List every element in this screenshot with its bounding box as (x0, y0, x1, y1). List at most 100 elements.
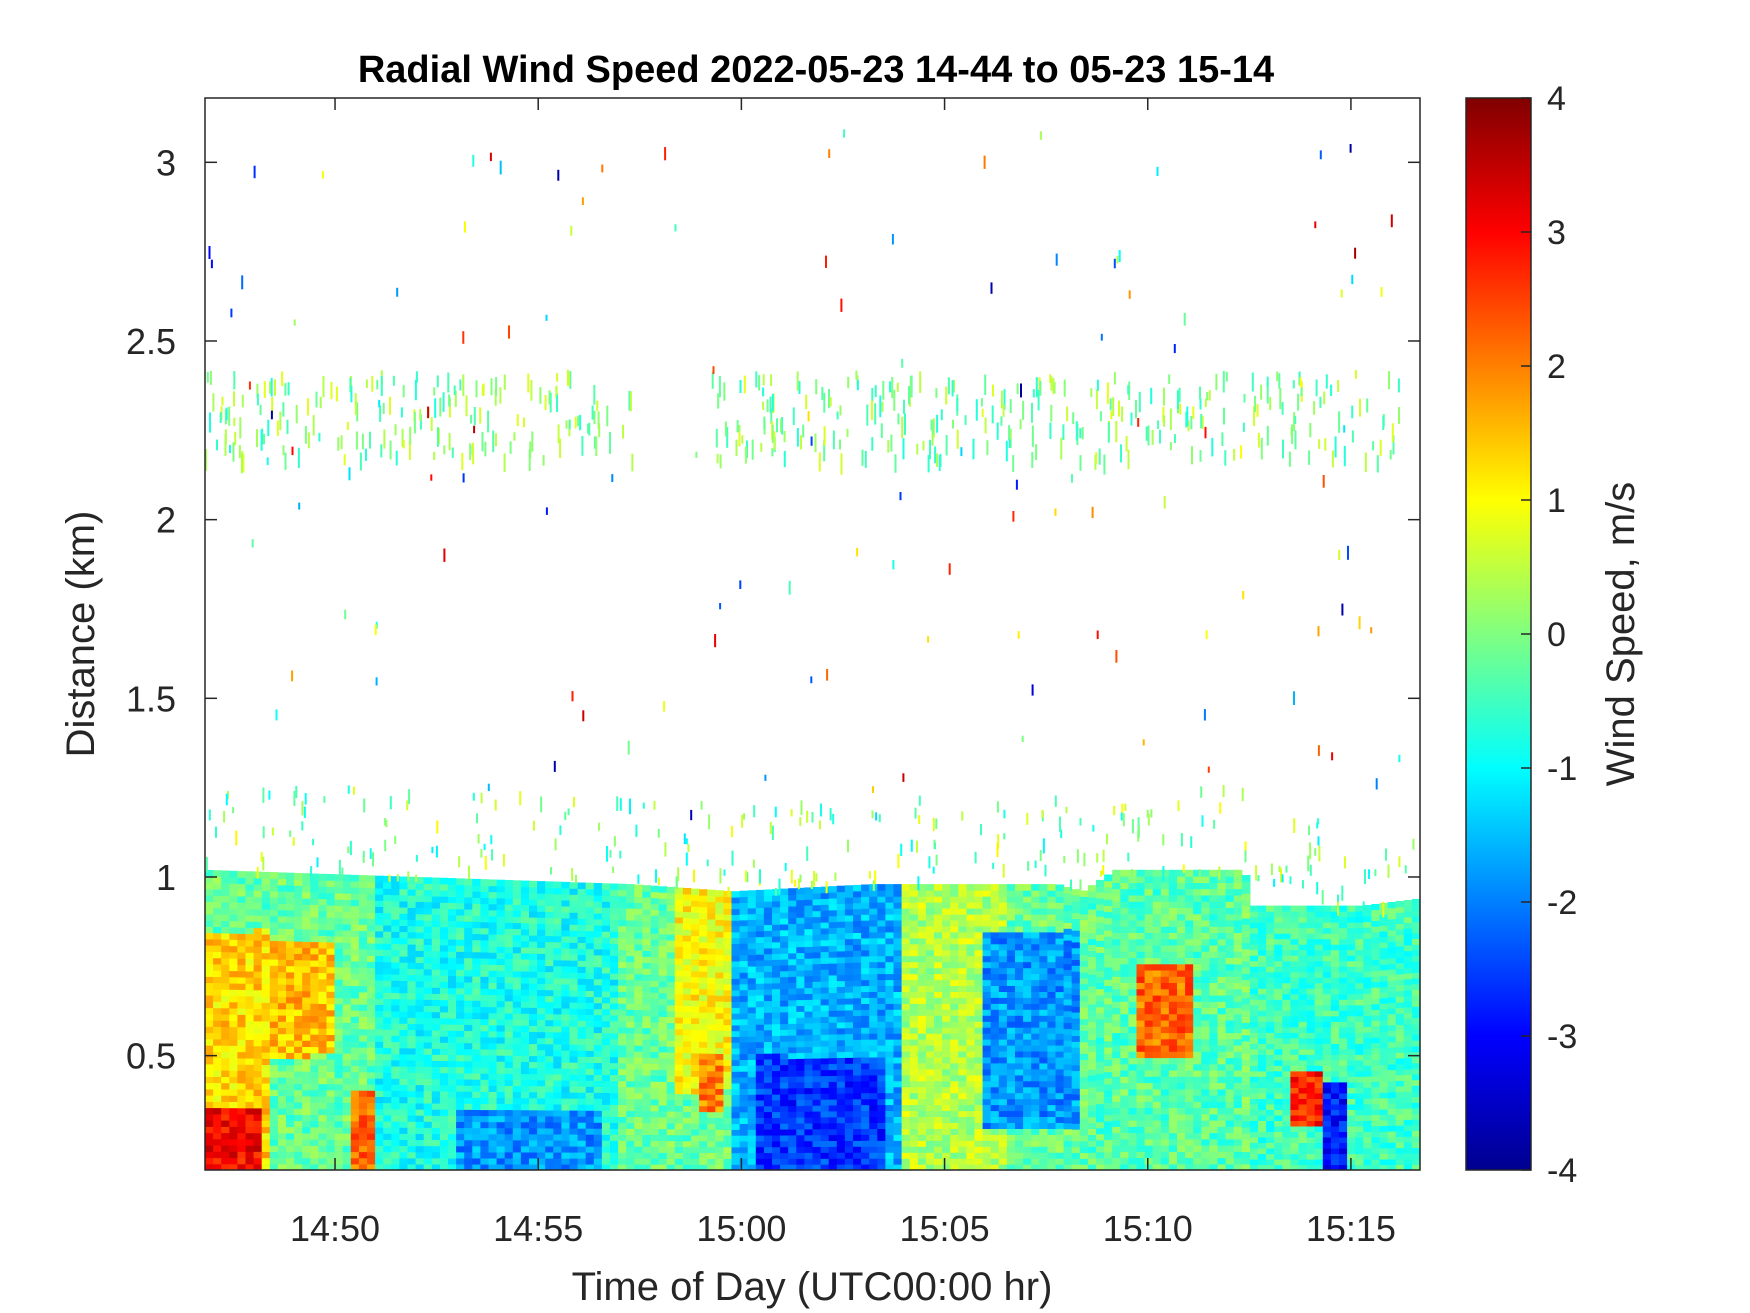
heatmap-cell (310, 997, 319, 1004)
heatmap-cell (439, 1017, 449, 1025)
heatmap-cell (804, 910, 814, 918)
heatmap-cell (869, 913, 878, 921)
heatmap-cell (853, 1051, 862, 1058)
heatmap-cell (885, 931, 895, 939)
heatmap-cell (593, 1014, 603, 1022)
heatmap-cell (1039, 1128, 1048, 1135)
heatmap-cell (942, 1009, 951, 1016)
heatmap-cell (966, 1033, 976, 1040)
heatmap-cell (334, 954, 344, 962)
heatmap-cell (261, 1052, 271, 1059)
heatmap-cell (755, 942, 765, 949)
heatmap-cell (423, 1011, 433, 1019)
heatmap-cell (836, 944, 846, 952)
heatmap-cell (998, 1062, 1008, 1070)
heatmap-cell (399, 919, 409, 926)
heatmap-cell (966, 902, 976, 909)
heatmap-cell (1039, 925, 1048, 933)
heatmap-cell (682, 946, 692, 954)
heatmap-cell (812, 1016, 822, 1024)
heatmap-cell (302, 935, 311, 942)
heatmap-cell (844, 885, 854, 892)
heatmap-cell (496, 885, 506, 893)
heatmap-cell (674, 1140, 684, 1148)
heatmap-cell (415, 1084, 425, 1092)
heatmap-cell (358, 912, 368, 919)
heatmap-cell (253, 1083, 263, 1090)
heatmap-cell (529, 898, 538, 906)
heatmap-cell (310, 1021, 319, 1029)
heatmap-cell (553, 1043, 562, 1051)
heatmap-cell (221, 1032, 230, 1040)
heatmap-cell (755, 913, 765, 920)
heatmap-cell (610, 883, 619, 891)
heatmap-cell (318, 873, 328, 881)
heatmap-cell (504, 1067, 514, 1074)
heatmap-cell (861, 997, 870, 1004)
heatmap-cell (780, 1129, 789, 1136)
heatmap-cell (358, 1065, 368, 1073)
heatmap-cell (780, 994, 789, 1001)
heatmap-cell (294, 1120, 303, 1128)
heatmap-cell (545, 893, 554, 900)
heatmap-cell (828, 980, 838, 988)
heatmap-cell (707, 901, 716, 908)
heatmap-cell (334, 972, 344, 980)
heatmap-cell (658, 1110, 668, 1118)
heatmap-cell (488, 891, 498, 899)
heatmap-cell (658, 1152, 668, 1159)
heatmap-cell (593, 1074, 603, 1081)
heatmap-cell (901, 896, 911, 903)
heatmap-cell (739, 948, 749, 956)
heatmap-cell (788, 1093, 797, 1101)
heatmap-cell (666, 963, 676, 971)
heatmap-cell (974, 1027, 984, 1034)
heatmap-cell (286, 1033, 295, 1041)
heatmap-cell (577, 1014, 587, 1021)
heatmap-cell (415, 1139, 425, 1147)
heatmap-cell (772, 1140, 781, 1148)
heatmap-cell (877, 1146, 886, 1153)
heatmap-cell (326, 1089, 336, 1097)
heatmap-cell (334, 997, 344, 1005)
heatmap-cell (1023, 1009, 1032, 1016)
heatmap-cell (763, 959, 773, 966)
heatmap-cell (1023, 1116, 1032, 1123)
heatmap-cell (1039, 1086, 1048, 1094)
heatmap-cell (925, 1098, 935, 1106)
heatmap-cell (601, 990, 611, 998)
heatmap-cell (529, 1158, 538, 1165)
heatmap-cell (383, 1108, 392, 1116)
heatmap-cell (520, 1145, 530, 1153)
heatmap-cell (707, 994, 716, 1002)
heatmap-cell (407, 968, 417, 976)
heatmap-cell (820, 969, 830, 976)
heatmap-cell (439, 950, 449, 958)
heatmap-cell (950, 884, 959, 891)
heatmap-cell (853, 991, 862, 999)
heatmap-cell (836, 1140, 846, 1147)
heatmap-cell (877, 1074, 886, 1082)
heatmap-cell (812, 904, 822, 912)
heatmap-cell (934, 997, 943, 1004)
heatmap-cell (691, 1129, 700, 1136)
heatmap-cell (520, 1049, 530, 1056)
heatmap-cell (350, 942, 360, 950)
heatmap-cell (383, 906, 392, 914)
heatmap-cell (804, 969, 814, 977)
heatmap-cell (934, 1092, 943, 1100)
heatmap-cell (974, 1044, 984, 1052)
heatmap-cell (715, 925, 724, 932)
heatmap-cell (755, 1024, 765, 1031)
heatmap-cell (261, 1095, 271, 1103)
heatmap-cell (739, 1117, 749, 1124)
heatmap-cell (205, 1026, 214, 1034)
heatmap-cell (261, 927, 271, 935)
heatmap-cell (367, 942, 376, 950)
heatmap-cell (691, 1099, 700, 1107)
heatmap-cell (496, 1151, 506, 1159)
heatmap-cell (488, 940, 498, 947)
heatmap-cell (383, 967, 392, 975)
heatmap-cell (877, 1039, 886, 1046)
heatmap-cell (820, 933, 830, 941)
